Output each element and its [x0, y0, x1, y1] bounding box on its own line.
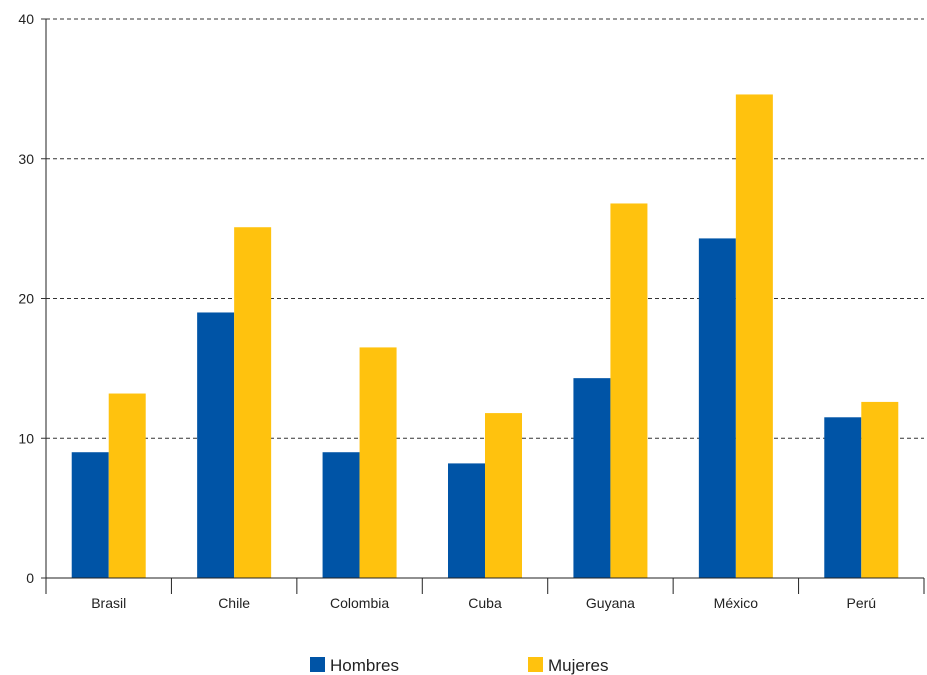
bar-hombres-brasil [71, 452, 109, 578]
bar-hombres-perú [824, 417, 862, 578]
bar-hombres-guyana [573, 378, 611, 578]
bars [71, 94, 899, 579]
x-category-label: Perú [846, 595, 876, 611]
bar-hombres-chile [197, 312, 235, 578]
y-tick-labels: 0 10 20 30 40 [18, 11, 46, 586]
x-category-label: Colombia [330, 595, 389, 611]
bar-mujeres-brasil [108, 393, 146, 578]
y-tick-label: 20 [18, 291, 34, 307]
y-tick-label: 30 [18, 151, 34, 167]
bar-hombres-cuba [448, 463, 485, 578]
y-tick-label: 10 [18, 430, 34, 446]
legend-label-mujeres: Mujeres [548, 656, 608, 675]
bar-mujeres-méxico [735, 94, 773, 578]
legend-label-hombres: Hombres [330, 656, 399, 675]
x-category-label: Guyana [586, 595, 635, 611]
bar-mujeres-guyana [610, 203, 648, 578]
bar-hombres-méxico [698, 238, 736, 578]
bar-mujeres-colombia [359, 347, 397, 578]
y-tick-label: 0 [26, 570, 34, 586]
x-category-label: Brasil [91, 595, 126, 611]
grid-lines [46, 18, 924, 439]
axes [45, 19, 925, 594]
y-tick-label: 40 [18, 11, 34, 27]
x-category-label: México [714, 595, 759, 611]
bar-mujeres-chile [234, 227, 272, 579]
legend: Hombres Mujeres [310, 656, 608, 675]
legend-swatch-hombres [310, 657, 325, 672]
bar-mujeres-perú [861, 401, 899, 578]
x-category-label: Chile [218, 595, 250, 611]
bar-hombres-colombia [322, 452, 360, 578]
x-category-labels: Brasil Chile Colombia Cuba Guyana México Perú [91, 595, 876, 611]
x-category-label: Cuba [468, 595, 502, 611]
bar-mujeres-cuba [485, 413, 522, 578]
legend-swatch-mujeres [528, 657, 543, 672]
